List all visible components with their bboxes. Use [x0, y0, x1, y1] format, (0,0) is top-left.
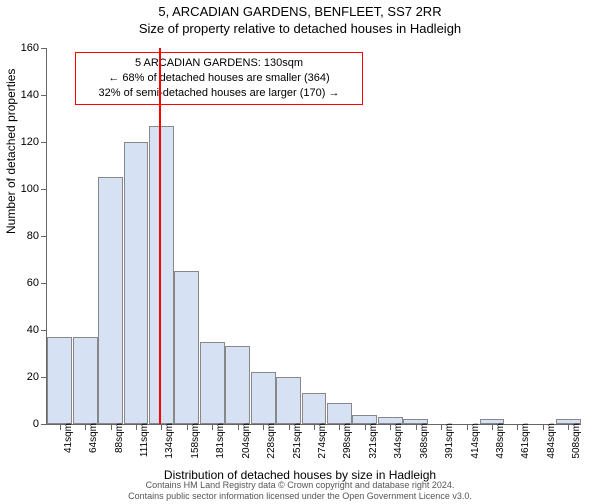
x-tick — [263, 424, 264, 430]
y-tick — [41, 48, 47, 49]
x-tick-label: 251sqm — [292, 423, 303, 459]
bar — [174, 271, 199, 424]
bar — [124, 142, 149, 424]
y-tick-label: 100 — [13, 183, 39, 195]
y-tick-label: 160 — [13, 42, 39, 54]
x-tick-label: 344sqm — [393, 423, 404, 459]
bar — [302, 393, 327, 424]
title-main: 5, ARCADIAN GARDENS, BENFLEET, SS7 2RR — [0, 4, 600, 19]
x-tick — [543, 424, 544, 430]
y-tick — [41, 95, 47, 96]
x-tick — [365, 424, 366, 430]
bar — [149, 126, 174, 424]
x-tick-label: 204sqm — [241, 423, 252, 459]
x-tick-label: 414sqm — [470, 423, 481, 459]
x-tick — [238, 424, 239, 430]
x-tick — [60, 424, 61, 430]
y-tick — [41, 330, 47, 331]
x-tick — [289, 424, 290, 430]
x-tick-label: 111sqm — [139, 423, 150, 457]
x-tick — [517, 424, 518, 430]
bar — [276, 377, 301, 424]
x-tick-label: 298sqm — [342, 423, 353, 459]
x-tick — [339, 424, 340, 430]
x-tick — [416, 424, 417, 430]
x-tick — [314, 424, 315, 430]
x-tick-label: 438sqm — [495, 423, 506, 459]
x-tick — [568, 424, 569, 430]
bar — [200, 342, 225, 424]
y-tick — [41, 142, 47, 143]
x-tick-label: 228sqm — [266, 423, 277, 459]
bar — [98, 177, 123, 424]
reference-line — [159, 48, 161, 424]
footer-line1: Contains HM Land Registry data © Crown c… — [0, 480, 600, 491]
x-tick-label: 484sqm — [546, 423, 557, 459]
y-tick-label: 80 — [13, 230, 39, 242]
y-tick — [41, 189, 47, 190]
y-tick-label: 0 — [13, 418, 39, 430]
annotation-line1: 5 ARCADIAN GARDENS: 130sqm — [82, 56, 356, 71]
x-tick-label: 368sqm — [419, 423, 430, 459]
annotation-box: 5 ARCADIAN GARDENS: 130sqm ← 68% of deta… — [75, 52, 363, 105]
bar — [73, 337, 98, 424]
x-tick-label: 134sqm — [164, 423, 175, 459]
bar — [47, 337, 72, 424]
y-tick — [41, 283, 47, 284]
x-tick-label: 41sqm — [63, 423, 74, 453]
x-tick-label: 158sqm — [190, 423, 201, 459]
x-tick-label: 181sqm — [215, 423, 226, 459]
y-tick-label: 40 — [13, 324, 39, 336]
annotation-line3: 32% of semi-detached houses are larger (… — [82, 86, 356, 101]
x-tick — [212, 424, 213, 430]
annotation-line2: ← 68% of detached houses are smaller (36… — [82, 71, 356, 86]
bar — [225, 346, 250, 424]
x-tick — [111, 424, 112, 430]
x-tick-label: 321sqm — [368, 423, 379, 459]
bar — [251, 372, 276, 424]
x-tick — [492, 424, 493, 430]
y-tick-label: 120 — [13, 136, 39, 148]
x-tick — [136, 424, 137, 430]
bar — [327, 403, 352, 424]
x-tick-label: 391sqm — [444, 423, 455, 459]
x-tick-label: 461sqm — [520, 423, 531, 459]
y-tick — [41, 236, 47, 237]
x-tick — [161, 424, 162, 430]
y-tick-label: 20 — [13, 371, 39, 383]
x-tick-label: 88sqm — [114, 423, 125, 453]
footer: Contains HM Land Registry data © Crown c… — [0, 480, 600, 502]
y-tick — [41, 424, 47, 425]
x-tick-label: 508sqm — [571, 423, 582, 459]
y-tick-label: 60 — [13, 277, 39, 289]
footer-line2: Contains public sector information licen… — [0, 491, 600, 502]
x-tick-label: 64sqm — [88, 423, 99, 453]
x-tick — [187, 424, 188, 430]
y-tick — [41, 377, 47, 378]
x-tick — [467, 424, 468, 430]
x-tick — [85, 424, 86, 430]
y-tick-label: 140 — [13, 89, 39, 101]
chart-area: 5 ARCADIAN GARDENS: 130sqm ← 68% of deta… — [46, 48, 581, 425]
title-sub: Size of property relative to detached ho… — [0, 21, 600, 36]
x-tick-label: 274sqm — [317, 423, 328, 459]
x-tick — [441, 424, 442, 430]
x-tick — [390, 424, 391, 430]
